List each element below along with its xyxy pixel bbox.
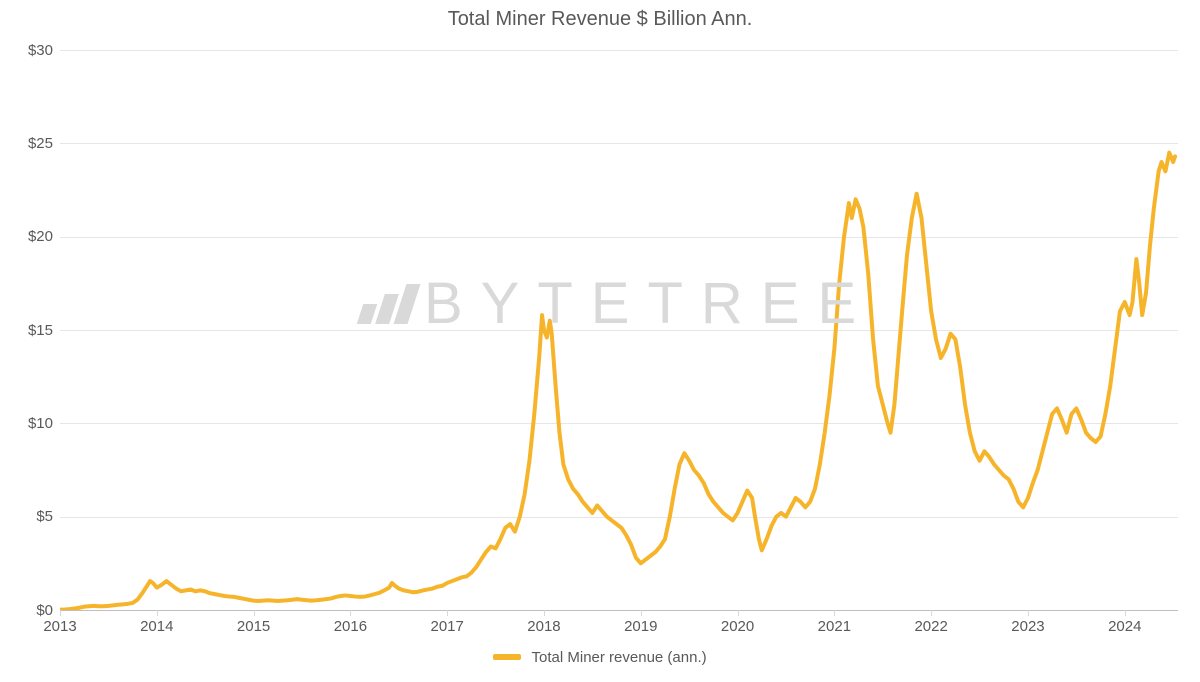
x-tick-label: 2017 (430, 618, 463, 635)
x-tick (1125, 610, 1126, 616)
x-tick (1028, 610, 1029, 616)
legend-swatch (493, 654, 521, 660)
x-tick-label: 2022 (914, 618, 947, 635)
x-tick (157, 610, 158, 616)
x-tick (60, 610, 61, 616)
x-tick (350, 610, 351, 616)
x-tick-label: 2018 (527, 618, 560, 635)
y-tick-label: $20 (5, 228, 53, 245)
grid-line (60, 610, 1178, 611)
x-tick (544, 610, 545, 616)
series-line (60, 50, 1178, 610)
plot-area (60, 50, 1178, 610)
chart-container: Total Miner Revenue $ Billion Ann. BYTET… (0, 0, 1200, 682)
legend: Total Miner revenue (ann.) (0, 648, 1200, 666)
chart-title: Total Miner Revenue $ Billion Ann. (0, 8, 1200, 31)
x-tick-label: 2016 (334, 618, 367, 635)
x-tick (931, 610, 932, 616)
y-tick-label: $0 (5, 602, 53, 619)
y-tick-label: $25 (5, 135, 53, 152)
y-tick-label: $5 (5, 508, 53, 525)
x-tick-label: 2019 (624, 618, 657, 635)
x-tick (254, 610, 255, 616)
x-tick-label: 2015 (237, 618, 270, 635)
x-tick-label: 2013 (43, 618, 76, 635)
x-tick-label: 2024 (1108, 618, 1141, 635)
x-tick-label: 2014 (140, 618, 173, 635)
x-tick-label: 2023 (1011, 618, 1044, 635)
x-tick (447, 610, 448, 616)
x-tick (834, 610, 835, 616)
y-tick-label: $10 (5, 415, 53, 432)
x-tick-label: 2021 (818, 618, 851, 635)
x-tick (641, 610, 642, 616)
x-tick (738, 610, 739, 616)
x-tick-label: 2020 (721, 618, 754, 635)
y-tick-label: $15 (5, 322, 53, 339)
legend-label: Total Miner revenue (ann.) (532, 649, 707, 666)
y-tick-label: $30 (5, 42, 53, 59)
